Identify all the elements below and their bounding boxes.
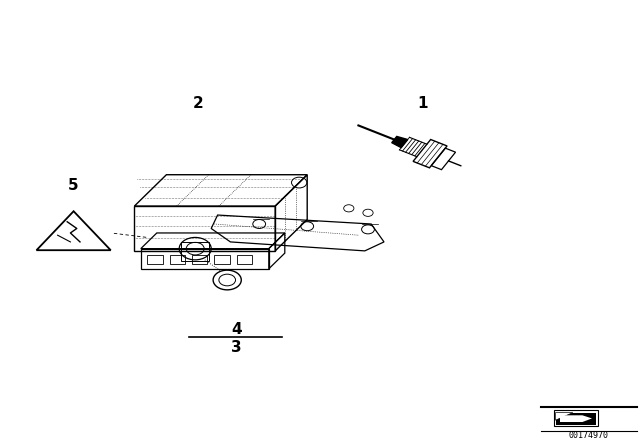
Polygon shape bbox=[392, 137, 408, 148]
Text: 2: 2 bbox=[193, 95, 204, 111]
Polygon shape bbox=[556, 413, 573, 420]
Text: 1: 1 bbox=[417, 95, 428, 111]
Text: 3: 3 bbox=[232, 340, 242, 355]
Text: 5: 5 bbox=[68, 178, 79, 194]
Text: 00174970: 00174970 bbox=[569, 431, 609, 440]
Text: 4: 4 bbox=[232, 322, 242, 337]
Polygon shape bbox=[556, 413, 596, 425]
Polygon shape bbox=[560, 415, 592, 422]
